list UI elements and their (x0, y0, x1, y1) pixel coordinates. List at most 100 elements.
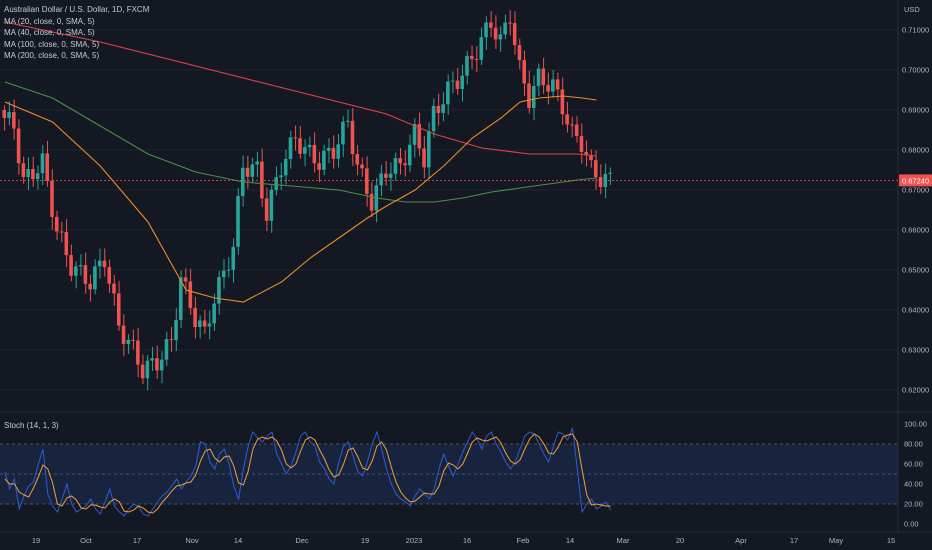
candle-body (322, 150, 326, 170)
candle-body (221, 270, 226, 278)
candle-body (303, 147, 307, 154)
current-price-badge (899, 174, 932, 187)
candle-body (183, 277, 188, 282)
candle-body (469, 56, 474, 59)
chart-legend: Australian Dollar / U.S. Dollar, 1D, FXC… (4, 4, 149, 62)
candle-body (531, 85, 536, 108)
candle-body (555, 79, 560, 90)
ma100-line (4, 21, 597, 157)
time-tick-label: 19 (32, 536, 40, 545)
stoch-d-line (4, 433, 611, 514)
candle-body (460, 75, 464, 89)
price-tick-label: 0.70000 (902, 66, 929, 75)
time-tick-label: Apr (735, 536, 747, 545)
candle-body (178, 277, 183, 320)
candle-body (546, 85, 550, 92)
candle-body (59, 231, 64, 233)
candle-body (231, 246, 236, 270)
candle-body (536, 68, 541, 86)
candle-body (522, 60, 526, 84)
time-tick-label: May (829, 536, 843, 545)
candle-body (574, 124, 579, 136)
time-tick-label: 16 (463, 536, 471, 545)
stoch-tick-label: 100.00 (904, 420, 927, 429)
candle-body (97, 260, 102, 267)
symbol-title: Australian Dollar / U.S. Dollar, 1D, FXC… (4, 5, 150, 14)
candle-body (140, 364, 145, 379)
candle-body (26, 169, 30, 178)
candle-body (159, 359, 164, 371)
candle-body (417, 124, 422, 149)
ma40-legend: MA (40, close, 0, SMA, 5) (4, 28, 95, 37)
candle-body (212, 303, 216, 324)
ma200-line (4, 81, 597, 203)
candle-body (298, 138, 302, 154)
candle-body (31, 169, 35, 179)
candle-body (279, 175, 283, 178)
candle-body (7, 112, 11, 118)
candle-body (403, 163, 407, 166)
stoch-tick-label: 60.00 (904, 460, 923, 469)
candle-body (455, 80, 460, 89)
candle-body (527, 83, 531, 108)
candle-body (570, 124, 574, 126)
price-axis: 0.71000 0.70000 0.69000 0.68000 0.67000 0.660… (902, 5, 929, 395)
stoch-tick-label: 0.00 (904, 520, 919, 529)
candle-body (551, 79, 555, 92)
candle-body (388, 173, 393, 178)
candle-body (12, 112, 16, 129)
candle-body (269, 189, 274, 221)
stoch-axis: 100.00 80.00 60.00 40.00 20.00 0.00 (904, 420, 927, 529)
candle-body (365, 168, 369, 194)
candle-body (193, 307, 197, 327)
candle-body (116, 293, 121, 326)
candle-body (112, 283, 116, 294)
candle-body (74, 266, 78, 276)
candle-body (412, 124, 417, 145)
candle-body (598, 177, 603, 188)
candle-body (331, 148, 336, 159)
candle-body (431, 105, 436, 132)
grid-lines (0, 29, 898, 391)
candle-body (307, 144, 312, 148)
candle-body (236, 196, 240, 247)
time-tick-label: 17 (790, 536, 798, 545)
candle-body (226, 269, 231, 271)
candle-body (40, 153, 45, 174)
candle-body (45, 153, 49, 181)
candle-body (131, 339, 135, 341)
candle-body (436, 105, 441, 113)
candle-body (54, 216, 59, 232)
candle-body (2, 110, 7, 118)
candle-body (155, 358, 159, 371)
time-tick-label: Oct (80, 536, 93, 545)
candle-body (145, 360, 150, 379)
candle-body (93, 266, 97, 290)
candle-body (503, 22, 507, 35)
price-tick-label: 0.71000 (902, 26, 929, 35)
candle-body (50, 180, 54, 217)
candle-body (407, 144, 412, 166)
candle-body (355, 153, 360, 165)
candle-body (508, 22, 512, 24)
candle-body (121, 325, 126, 344)
candle-body (202, 320, 207, 327)
candle-body (288, 137, 293, 159)
candle-body (393, 158, 398, 174)
candle-body (250, 164, 255, 177)
candle-body (498, 34, 503, 40)
candle-body (174, 319, 178, 341)
candle-body (21, 163, 26, 178)
ma100-legend: MA (100, close, 0, SMA, 5) (4, 39, 100, 49)
candle-body (369, 193, 374, 211)
price-tick-label: 0.67000 (902, 186, 929, 195)
candle-body (83, 265, 88, 284)
candle-body (465, 56, 469, 76)
time-tick-label: Mar (617, 536, 630, 545)
candle-body (517, 45, 522, 61)
candle-body (493, 27, 498, 40)
time-tick-label: 15 (887, 536, 895, 545)
stoch-tick-label: 20.00 (904, 500, 923, 509)
candle-body (446, 81, 450, 105)
